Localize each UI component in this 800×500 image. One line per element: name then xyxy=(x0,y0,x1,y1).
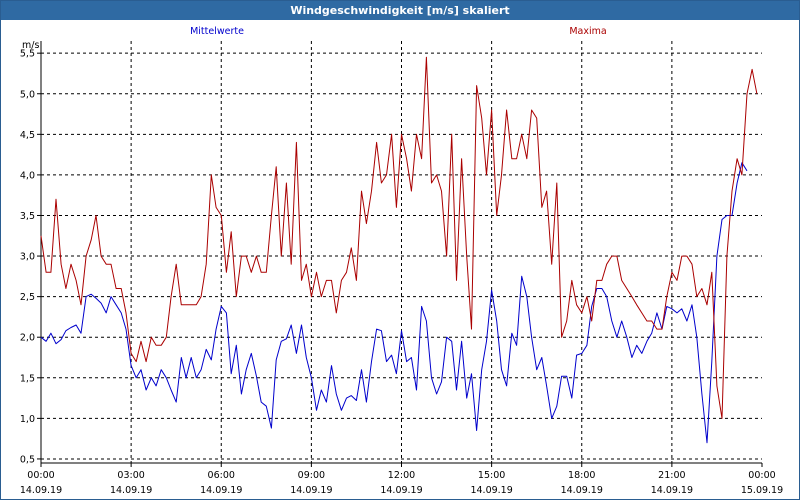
x-tick-date: 14.09.19 xyxy=(380,485,422,496)
y-tick-label: 3,5 xyxy=(20,211,35,222)
x-tick-date: 14.09.19 xyxy=(290,485,332,496)
y-tick-label: 0,5 xyxy=(20,454,35,465)
y-tick-label: 5,5 xyxy=(20,49,35,60)
y-tick-label: 5,0 xyxy=(20,89,35,100)
x-tick-time: 06:00 xyxy=(208,470,235,481)
series-line-maxima xyxy=(40,56,758,419)
y-tick-label: 2,0 xyxy=(20,333,35,344)
x-tick-date: 15.09.19 xyxy=(741,485,783,496)
x-tick-date: 14.09.19 xyxy=(470,485,512,496)
x-tick-date: 14.09.19 xyxy=(561,485,603,496)
x-tick-time: 00:00 xyxy=(748,470,775,481)
y-tick-label: 1,0 xyxy=(20,414,35,425)
x-tick-date: 14.09.19 xyxy=(110,485,152,496)
y-tick-label: 1,5 xyxy=(20,373,35,384)
x-tick-date: 14.09.19 xyxy=(651,485,693,496)
grid xyxy=(41,41,762,463)
x-tick-time: 18:00 xyxy=(568,470,595,481)
y-tick-labels: 0,5 1,0 1,5 2,0 2,5 3,0 3,5 4,0 4,5 5,0 5,5 xyxy=(20,49,41,465)
legend-maxima: Maxima xyxy=(569,26,606,37)
y-tick-label: 2,5 xyxy=(20,292,35,303)
x-tick-labels: 00:00 14.09.19 03:00 14.09.19 06:00 14.09.19 0… xyxy=(20,463,783,496)
x-tick-time: 21:00 xyxy=(658,470,685,481)
legend-mittelwerte: Mittelwerte xyxy=(190,26,244,37)
x-tick-time: 09:00 xyxy=(298,470,325,481)
series-line-mittelwerte xyxy=(40,162,748,444)
y-axis-label: m/s xyxy=(22,40,39,51)
x-tick-time: 03:00 xyxy=(117,470,144,481)
x-tick-time: 15:00 xyxy=(478,470,505,481)
x-tick-time: 00:00 xyxy=(27,470,54,481)
x-tick-time: 12:00 xyxy=(388,470,415,481)
y-tick-label: 4,5 xyxy=(20,130,35,141)
x-tick-date: 14.09.19 xyxy=(200,485,242,496)
y-tick-label: 4,0 xyxy=(20,170,35,181)
window-title: Windgeschwindigkeit [m/s] skaliert xyxy=(1,1,799,20)
y-tick-label: 3,0 xyxy=(20,252,35,263)
series-lines xyxy=(40,56,758,444)
x-tick-date: 14.09.19 xyxy=(20,485,62,496)
